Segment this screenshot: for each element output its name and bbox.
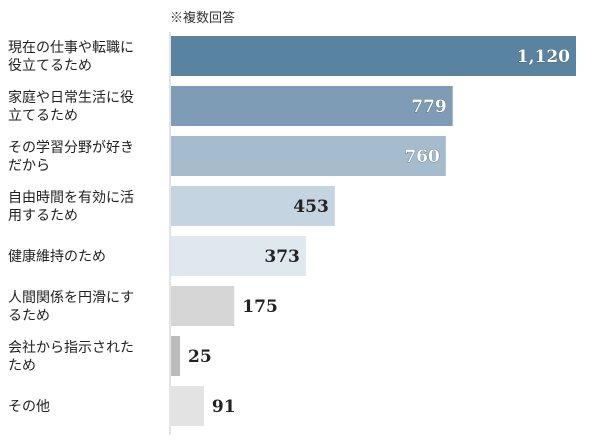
category-label-1: 家庭や日常生活に役立てるため bbox=[8, 89, 134, 124]
category-label-0: 現在の仕事や転職に役立てるため bbox=[8, 40, 134, 74]
value-label-5: 175 bbox=[242, 297, 278, 317]
bar-5 bbox=[171, 286, 235, 326]
category-label-5: 人間関係を円滑にするため bbox=[8, 289, 134, 324]
bar-7 bbox=[171, 386, 204, 426]
category-label-4: 健康維持のため bbox=[8, 248, 106, 265]
value-label-4: 373 bbox=[264, 247, 300, 267]
bars-group: 現在の仕事や転職に役立てるため 1,120 家庭や日常生活に役立てるため 779 その学… bbox=[8, 36, 576, 426]
value-label-3: 453 bbox=[293, 197, 329, 217]
bar-4 bbox=[171, 236, 306, 276]
value-label-6: 25 bbox=[188, 347, 212, 367]
bar-3 bbox=[171, 186, 335, 226]
category-label-2: その学習分野が好きだから bbox=[8, 140, 134, 174]
bar-6 bbox=[171, 336, 181, 376]
bar-0 bbox=[171, 36, 576, 76]
bar-2 bbox=[171, 136, 446, 176]
category-label-6: 会社から指示されたため bbox=[8, 340, 134, 374]
value-label-7: 91 bbox=[212, 397, 236, 417]
chart-note: ※複数回答 bbox=[170, 10, 235, 26]
value-label-0: 1,120 bbox=[517, 47, 570, 67]
bar-1 bbox=[171, 86, 453, 126]
category-label-3: 自由時間を有効に活用するため bbox=[8, 190, 134, 224]
value-label-1: 779 bbox=[411, 97, 447, 117]
value-label-2: 760 bbox=[404, 147, 440, 167]
category-label-7: その他 bbox=[8, 399, 50, 415]
